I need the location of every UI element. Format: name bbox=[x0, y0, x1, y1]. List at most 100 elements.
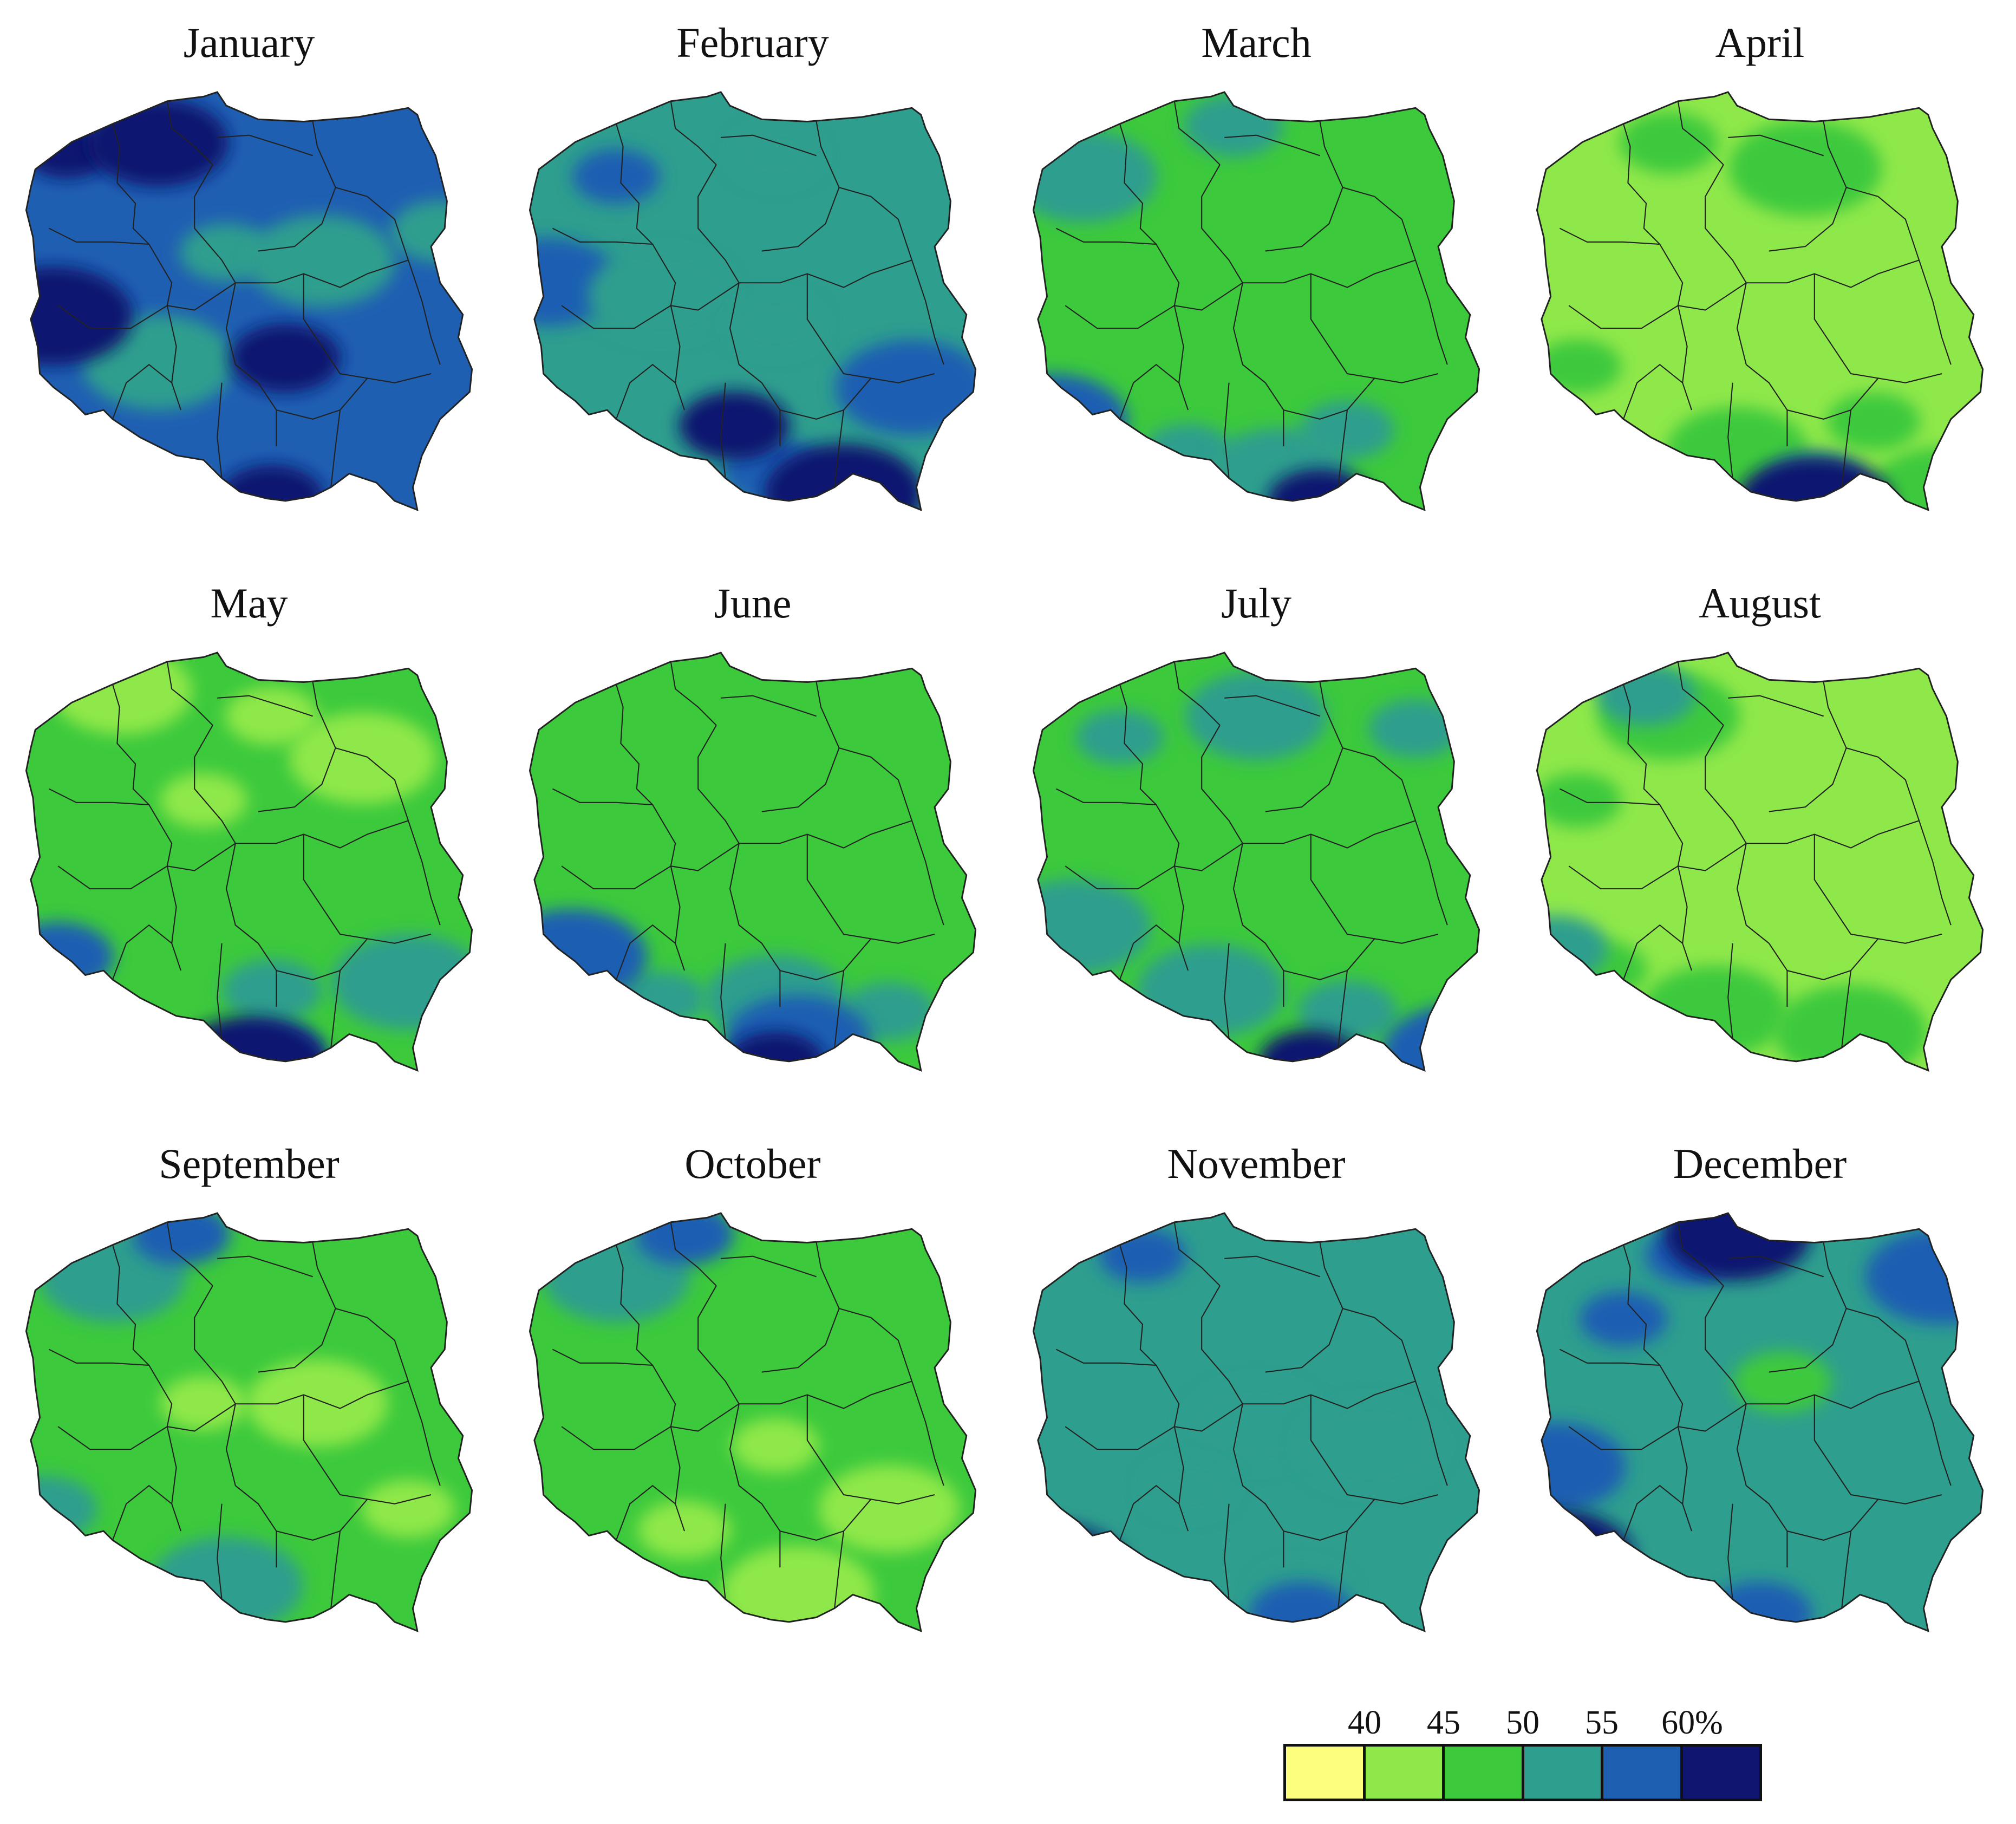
region-border bbox=[552, 1349, 676, 1427]
map-panel-may: May bbox=[5, 571, 493, 1129]
region-border bbox=[166, 865, 181, 971]
region-border bbox=[112, 1245, 149, 1366]
map-panel-august: August bbox=[1516, 571, 2004, 1129]
color-legend: 40 45 50 55 60% bbox=[1283, 1701, 1762, 1809]
region-border bbox=[1065, 843, 1243, 890]
region-border bbox=[925, 1422, 944, 1486]
region-border bbox=[1877, 757, 1934, 862]
region-border bbox=[330, 1530, 341, 1608]
value-zone bbox=[1296, 1399, 1444, 1491]
value-zone bbox=[572, 149, 660, 204]
value-zone bbox=[1185, 672, 1327, 760]
region-border bbox=[1677, 661, 1724, 726]
region-border bbox=[330, 970, 341, 1048]
region-border bbox=[761, 1308, 840, 1373]
region-border bbox=[112, 684, 149, 805]
region-border bbox=[561, 843, 740, 890]
region-border bbox=[330, 409, 341, 487]
region-border bbox=[1119, 1484, 1179, 1541]
region-border bbox=[925, 301, 944, 365]
region-border bbox=[1428, 301, 1448, 365]
region-border bbox=[721, 134, 817, 157]
region-border bbox=[217, 695, 313, 717]
region-border bbox=[1283, 373, 1439, 420]
region-border bbox=[1201, 1285, 1243, 1404]
region-border bbox=[112, 123, 149, 245]
country-outline bbox=[25, 652, 473, 1072]
region-border bbox=[225, 843, 277, 1007]
region-border bbox=[258, 187, 336, 252]
region-border bbox=[367, 757, 423, 862]
country-outline bbox=[1536, 91, 1984, 511]
map-panel-january: January bbox=[5, 11, 493, 569]
region-border bbox=[312, 1242, 368, 1318]
panel-title: June bbox=[714, 579, 792, 627]
region-border bbox=[834, 1530, 845, 1608]
region-border bbox=[1727, 382, 1733, 479]
value-zone bbox=[1033, 374, 1128, 470]
region-border bbox=[217, 1255, 313, 1278]
region-border bbox=[1559, 227, 1684, 306]
panel-title: January bbox=[183, 19, 315, 66]
value-zone bbox=[1774, 985, 1928, 1071]
map-panel-june: June bbox=[509, 571, 996, 1129]
region-border bbox=[1736, 283, 1788, 447]
value-zone bbox=[1258, 1030, 1363, 1071]
value-zone bbox=[160, 773, 247, 828]
region-border bbox=[112, 924, 172, 980]
value-zone bbox=[225, 687, 319, 745]
legend-swatch-3 bbox=[1524, 1747, 1603, 1799]
region-border bbox=[1823, 121, 1878, 197]
region-border bbox=[217, 943, 223, 1039]
region-border bbox=[1559, 788, 1684, 867]
map-panel-september: September bbox=[5, 1132, 493, 1690]
region-border bbox=[367, 196, 423, 302]
region-border bbox=[1338, 1530, 1348, 1608]
region-border bbox=[1736, 1404, 1788, 1568]
region-border bbox=[1374, 196, 1430, 302]
region-border bbox=[670, 1426, 685, 1532]
region-border bbox=[112, 1484, 172, 1541]
region-border bbox=[303, 273, 368, 379]
country-outline bbox=[529, 1212, 977, 1632]
region-border bbox=[1677, 865, 1692, 971]
value-zone bbox=[1619, 112, 1719, 174]
region-border bbox=[276, 933, 432, 980]
value-zone bbox=[51, 653, 193, 735]
value-zone bbox=[1865, 1228, 1983, 1325]
region-border bbox=[1319, 1242, 1375, 1318]
region-border bbox=[1705, 1285, 1747, 1404]
region-border bbox=[670, 661, 717, 726]
poland-map bbox=[1536, 91, 1984, 511]
panel-title: December bbox=[1673, 1140, 1847, 1187]
region-border bbox=[870, 196, 927, 302]
region-border bbox=[561, 1403, 740, 1450]
region-border bbox=[552, 227, 676, 306]
value-zone bbox=[1368, 699, 1463, 758]
region-border bbox=[1119, 684, 1157, 805]
region-border bbox=[870, 757, 927, 862]
region-border bbox=[258, 747, 336, 812]
region-border bbox=[670, 865, 685, 971]
region-border bbox=[1055, 227, 1180, 306]
region-border bbox=[834, 970, 845, 1048]
region-border bbox=[670, 101, 717, 165]
value-zone bbox=[1141, 1458, 1235, 1517]
region-border bbox=[258, 1308, 336, 1373]
value-zone bbox=[835, 340, 976, 436]
region-border bbox=[1242, 820, 1416, 849]
region-border bbox=[1677, 1426, 1692, 1532]
region-border bbox=[670, 1222, 717, 1286]
region-border bbox=[194, 1285, 236, 1404]
region-border bbox=[1813, 834, 1878, 940]
region-border bbox=[1374, 757, 1430, 862]
country-outline bbox=[1536, 652, 1984, 1072]
region-border bbox=[57, 282, 236, 329]
value-zone bbox=[289, 712, 436, 804]
value-zone bbox=[726, 293, 825, 356]
value-zone bbox=[1137, 944, 1284, 1037]
region-border bbox=[1728, 134, 1824, 157]
panel-title: May bbox=[210, 579, 288, 627]
region-border bbox=[166, 101, 213, 165]
